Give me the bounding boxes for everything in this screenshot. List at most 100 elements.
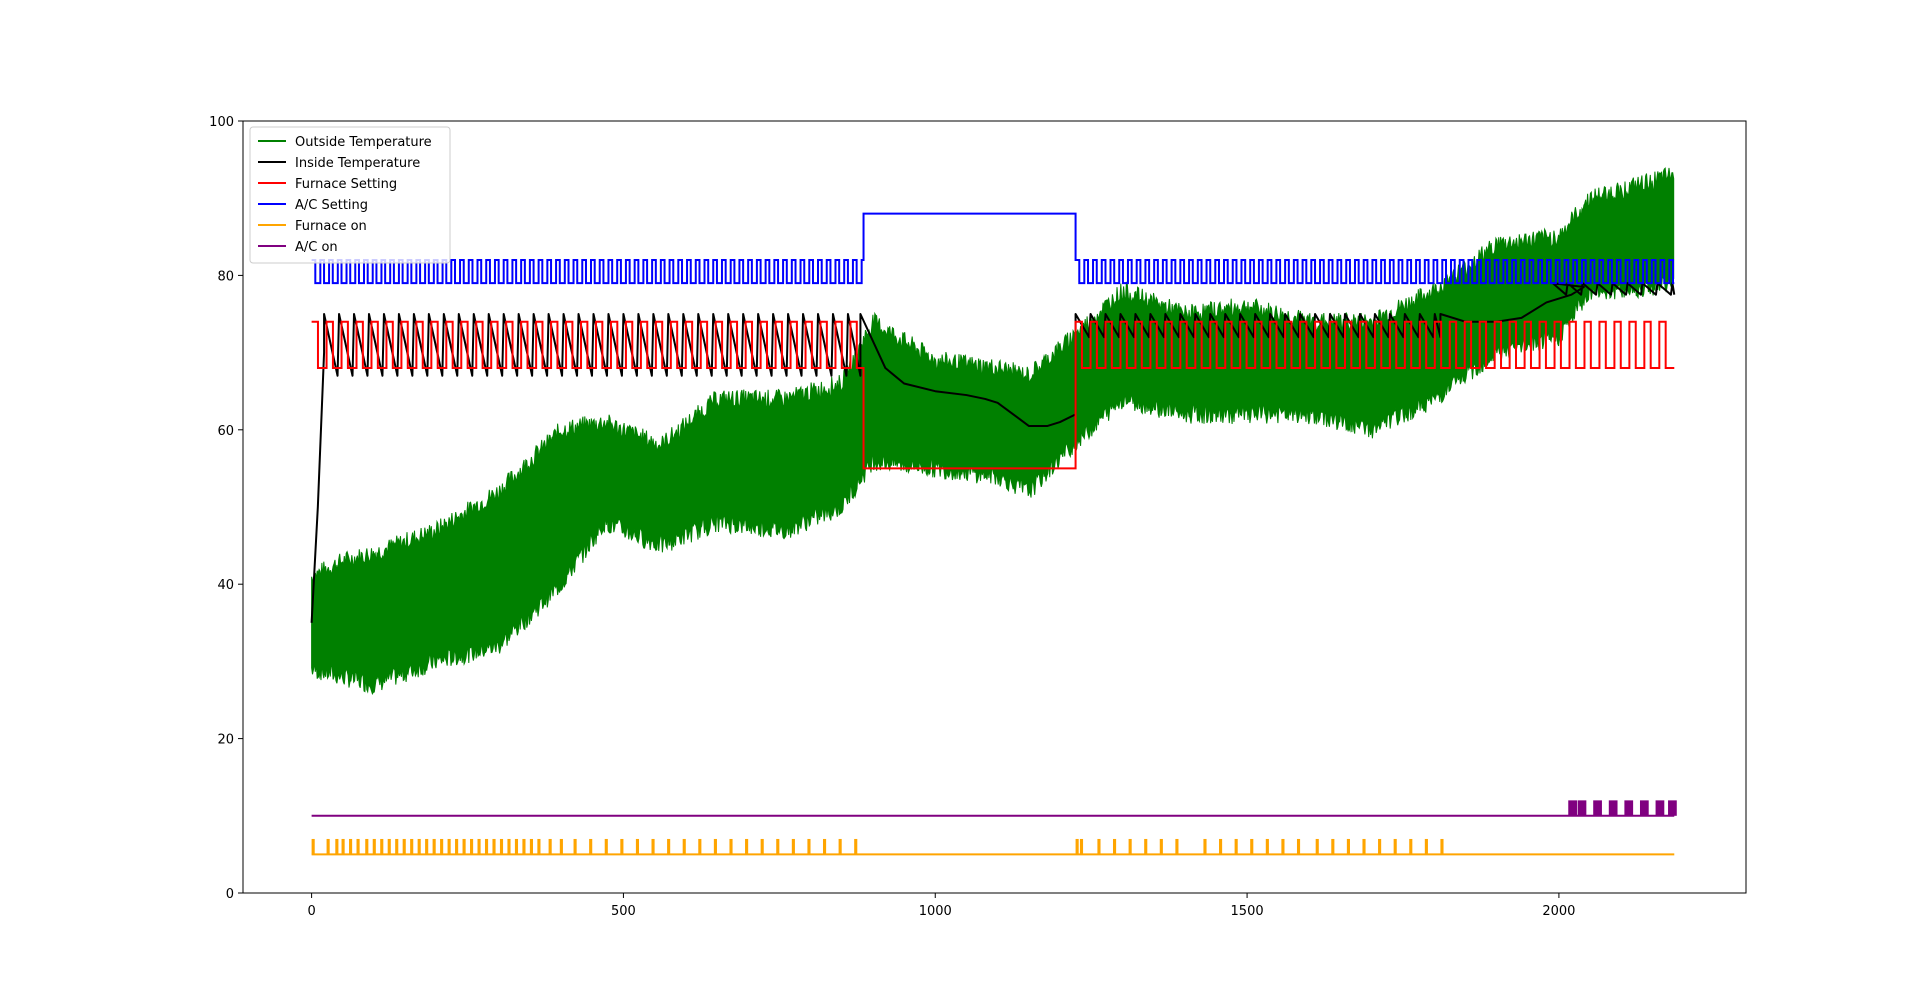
pulse-furnace-on [807, 838, 811, 855]
pulse-a-c-on [1668, 800, 1677, 816]
pulse-furnace-on [1281, 838, 1285, 855]
pulse-furnace-on [349, 838, 353, 855]
pulse-furnace-on [1128, 838, 1132, 855]
pulse-furnace-on [356, 838, 360, 855]
pulse-furnace-on [1346, 838, 1350, 855]
pulse-furnace-on [1362, 838, 1366, 855]
pulse-furnace-on [589, 838, 593, 855]
y-tick-label: 40 [217, 578, 234, 593]
pulse-furnace-on [682, 838, 686, 855]
pulse-furnace-on [745, 838, 749, 855]
pulse-furnace-on [620, 838, 624, 855]
pulse-furnace-on [1159, 838, 1163, 855]
series-furnace-setting [311, 320, 1675, 470]
pulse-furnace-on [635, 838, 640, 855]
pulse-furnace-on [1219, 838, 1223, 855]
pulse-furnace-on [455, 838, 459, 855]
legend-label: A/C on [295, 240, 338, 255]
pulse-furnace-on [1440, 838, 1444, 855]
pulse-furnace-on [425, 838, 429, 855]
pulse-furnace-on [604, 838, 608, 855]
pulse-furnace-on [1097, 838, 1101, 855]
pulse-furnace-on [1296, 838, 1301, 855]
pulse-furnace-on [1144, 838, 1148, 855]
pulse-a-c-on [1568, 800, 1577, 816]
pulse-a-c-on [1577, 800, 1587, 816]
pulse-furnace-on [573, 838, 577, 855]
legend-label: A/C Setting [295, 198, 368, 213]
pulse-furnace-on [470, 838, 474, 855]
pulse-furnace-on [822, 838, 827, 855]
pulse-furnace-on [402, 838, 406, 855]
pulse-furnace-on [729, 838, 733, 855]
y-tick-label: 20 [217, 733, 234, 748]
pulse-furnace-on [529, 838, 533, 855]
pulse-furnace-on [395, 838, 399, 855]
pulse-furnace-on [854, 838, 858, 855]
pulse-furnace-on [698, 838, 702, 855]
pulse-furnace-on [1393, 838, 1397, 855]
y-tick-label: 60 [217, 424, 234, 439]
pulse-furnace-on [311, 838, 315, 855]
pulse-furnace-on [477, 838, 481, 855]
pulse-furnace-on [713, 838, 717, 855]
pulse-furnace-on [760, 838, 764, 855]
pulse-furnace-on [1424, 838, 1428, 855]
y-tick-label: 80 [217, 269, 234, 284]
pulse-furnace-on [447, 838, 451, 855]
pulse-furnace-on [1250, 838, 1254, 855]
plot-frame [242, 120, 1747, 894]
pulse-furnace-on [667, 838, 671, 855]
legend-label: Furnace Setting [295, 177, 397, 192]
x-tick-label: 2000 [1542, 904, 1575, 919]
pulse-furnace-on [462, 838, 466, 855]
pulse-furnace-on [548, 838, 552, 855]
pulse-furnace-on [1112, 838, 1117, 855]
pulse-furnace-on [1315, 838, 1319, 855]
x-tick-label: 500 [611, 904, 636, 919]
pulse-furnace-on [341, 838, 345, 855]
pulse-furnace-on [410, 838, 414, 855]
legend: Outside Temperature Inside Temperature Fur… [249, 126, 451, 264]
pulse-furnace-on [791, 838, 795, 855]
x-tick-label: 1500 [1231, 904, 1264, 919]
pulse-furnace-on [380, 838, 384, 855]
pulse-furnace-on [335, 838, 339, 855]
pulse-furnace-on [365, 838, 369, 855]
pulse-a-c-on [1593, 800, 1602, 816]
pulse-furnace-on [1409, 838, 1413, 855]
pulse-furnace-on [537, 838, 541, 855]
pulse-a-c-on [1624, 800, 1634, 816]
pulse-furnace-on [1203, 838, 1207, 855]
pulse-furnace-on [484, 838, 489, 855]
pulse-furnace-on [440, 838, 444, 855]
series-group [310, 167, 1677, 856]
pulse-furnace-on [1234, 838, 1238, 855]
pulse-furnace-on [1075, 838, 1079, 855]
pulse-furnace-on [432, 838, 436, 855]
series-inside-temperature [310, 282, 1676, 623]
pulse-furnace-on [1331, 838, 1335, 855]
legend-label: Furnace on [295, 219, 367, 234]
pulse-furnace-on [326, 838, 330, 855]
pulse-furnace-on [499, 838, 504, 855]
y-tick-label: 0 [226, 887, 234, 902]
pulse-furnace-on [1378, 838, 1382, 855]
pulse-furnace-on [838, 838, 842, 855]
legend-label: Inside Temperature [295, 156, 420, 171]
pulse-furnace-on [1175, 838, 1179, 855]
legend-label: Outside Temperature [295, 135, 432, 150]
x-tick-label: 0 [307, 904, 315, 919]
pulse-furnace-on [522, 838, 526, 855]
pulse-furnace-on [1265, 838, 1269, 855]
pulse-furnace-on [1079, 838, 1084, 855]
pulse-furnace-on [417, 838, 421, 855]
pulse-furnace-on [387, 838, 391, 855]
pulse-furnace-on [514, 838, 519, 855]
pulse-a-c-on [1608, 800, 1618, 816]
y-tick-label: 100 [209, 115, 234, 130]
pulse-furnace-on [776, 838, 780, 855]
axes: 0 500 1000 1500 2000 0 20 40 60 80 100 [209, 115, 1747, 919]
x-tick-label: 1000 [919, 904, 952, 919]
pulse-furnace-on [507, 838, 511, 855]
